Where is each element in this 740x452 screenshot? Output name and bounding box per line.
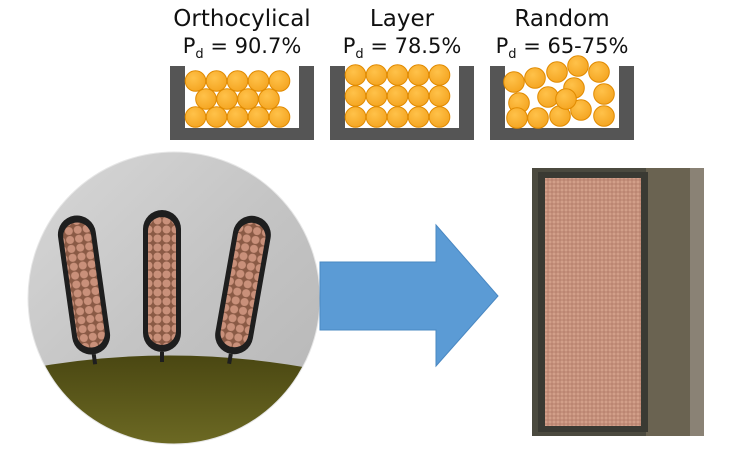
slot-layer — [330, 64, 474, 140]
wires-layer — [344, 64, 451, 128]
edge-strip — [690, 168, 704, 436]
wire-circle — [344, 64, 367, 86]
pd-symbol: P — [495, 34, 509, 58]
wire-circle — [386, 106, 409, 128]
wire-circle — [268, 106, 291, 128]
pd-value: = 90.7% — [210, 34, 302, 58]
wire-circle — [593, 83, 615, 105]
wire-circle — [237, 88, 259, 110]
stator-cross-section-photo — [28, 152, 320, 444]
wire-circle — [555, 88, 577, 110]
wire-circle — [407, 64, 430, 86]
resin-region — [28, 355, 320, 444]
wire-circle — [226, 106, 249, 128]
wires-orthocyclical — [184, 70, 291, 128]
wires-random — [503, 55, 615, 129]
wire-circle — [593, 105, 615, 127]
wire-circle — [258, 88, 280, 110]
wire-circle — [344, 106, 367, 128]
pd-symbol: P — [342, 34, 356, 58]
wire-circle — [205, 106, 228, 128]
pd-subscript: d — [508, 47, 517, 63]
wire-circle — [506, 107, 528, 129]
packing-pd-random: Pd = 65-75% — [490, 34, 634, 62]
pd-value: = 65-75% — [523, 34, 629, 58]
wire-circle — [386, 64, 409, 86]
wire-circle — [268, 70, 291, 92]
wire-circle — [344, 85, 367, 107]
slot-random — [490, 55, 634, 140]
wire-circle — [365, 106, 388, 128]
copper-tint — [545, 178, 641, 426]
wire-circle — [588, 61, 610, 83]
pd-subscript: d — [355, 47, 364, 63]
wire-circle — [527, 107, 549, 129]
wire-circle — [386, 85, 409, 107]
pd-subscript: d — [195, 47, 204, 63]
wire-circle — [428, 106, 451, 128]
photo-slot-3 — [215, 215, 271, 365]
wire-circle — [195, 88, 217, 110]
packing-title-orthocyclical: Orthocylical — [173, 6, 311, 32]
copper-wires-dense — [545, 178, 641, 426]
pd-value: = 78.5% — [370, 34, 462, 58]
wire-circle — [247, 106, 270, 128]
packing-title-random: Random — [514, 6, 610, 32]
photo-slot-1 — [57, 215, 111, 365]
wire-circle — [428, 85, 451, 107]
wire-circle — [247, 70, 270, 92]
pd-symbol: P — [182, 34, 196, 58]
packing-pd-layer: Pd = 78.5% — [330, 34, 474, 62]
wire-circle — [570, 99, 592, 121]
dense-winding-photo — [532, 168, 704, 436]
photo-slot-2 — [143, 210, 181, 362]
right-arrow — [319, 223, 499, 368]
wire-circle — [216, 88, 238, 110]
wire-circle — [205, 70, 228, 92]
wire-circle — [226, 70, 249, 92]
wire-circle — [428, 64, 451, 86]
wire-circle — [567, 55, 589, 77]
wire-circle — [524, 67, 546, 89]
wire-circle — [503, 71, 525, 93]
wire-circle — [184, 70, 207, 92]
wire-circle — [546, 61, 568, 83]
slot-orthocyclical — [170, 66, 314, 140]
wire-circle — [537, 86, 559, 108]
wire-circle — [365, 85, 388, 107]
packing-pd-orthocyclical: Pd = 90.7% — [170, 34, 314, 62]
wire-circle — [184, 106, 207, 128]
wire-circle — [407, 106, 430, 128]
wire-circle — [365, 64, 388, 86]
wire-circle — [407, 85, 430, 107]
packing-title-layer: Layer — [369, 6, 435, 32]
